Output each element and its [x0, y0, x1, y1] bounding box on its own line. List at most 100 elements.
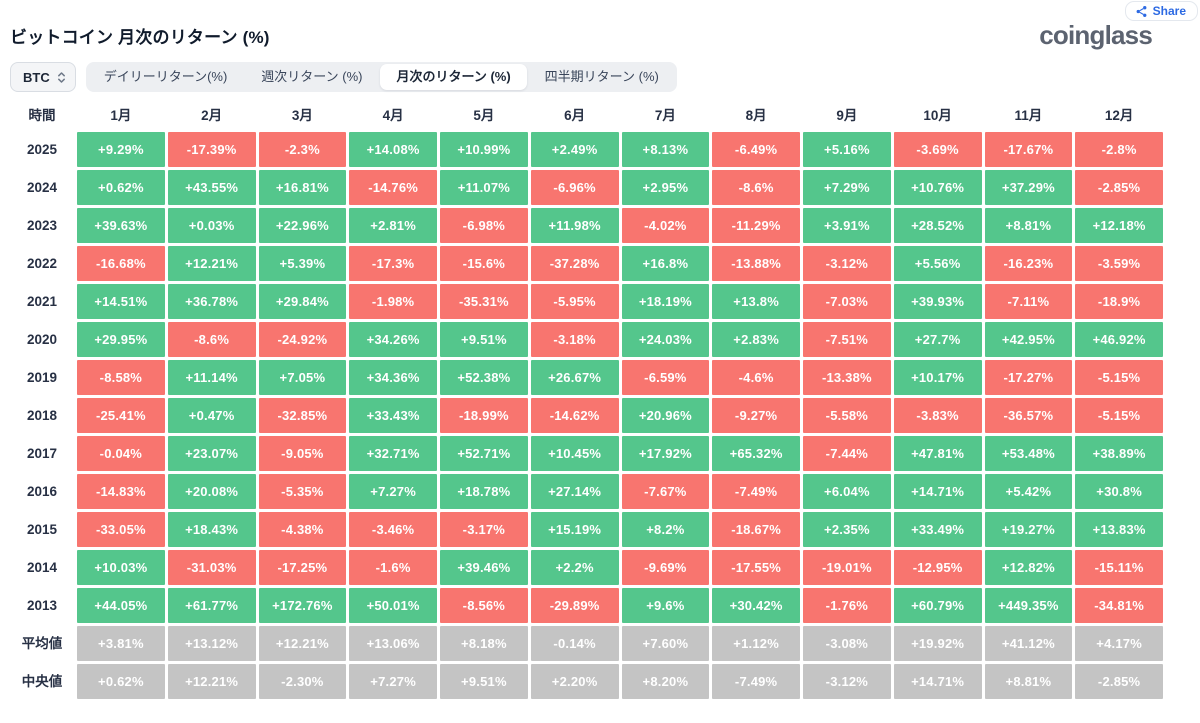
return-cell: +17.92%: [621, 436, 710, 471]
return-cell: -15.11%: [1075, 550, 1163, 585]
return-cell: -5.95%: [530, 284, 619, 319]
tab-daily[interactable]: デイリーリターン(%): [88, 64, 244, 90]
return-cell: -24.92%: [258, 322, 347, 357]
return-cell: +9.51%: [440, 322, 528, 357]
return-cell: +18.19%: [621, 284, 710, 319]
return-cell: -7.03%: [803, 284, 891, 319]
return-cell: -2.85%: [1075, 170, 1163, 205]
return-cell: +0.47%: [167, 398, 256, 433]
row-label-2019: 2019: [26, 370, 58, 385]
col-header-month: 6月: [564, 108, 586, 123]
return-cell: -5.58%: [803, 398, 891, 433]
return-cell: -14.62%: [530, 398, 619, 433]
col-header-month: 7月: [654, 108, 676, 123]
share-button[interactable]: Share: [1124, 1, 1198, 21]
return-cell: +2.81%: [349, 208, 437, 243]
return-cell: +8.81%: [984, 208, 1073, 243]
row-label-2023: 2023: [26, 218, 58, 233]
return-cell: +36.78%: [167, 284, 256, 319]
return-cell: -37.28%: [530, 246, 619, 281]
return-cell: -6.98%: [440, 208, 528, 243]
return-cell: -32.85%: [258, 398, 347, 433]
return-cell: +5.42%: [984, 474, 1073, 509]
return-cell: +13.12%: [167, 626, 256, 661]
return-cell: +52.38%: [440, 360, 528, 395]
return-cell: +13.8%: [712, 284, 800, 319]
return-cell: +47.81%: [893, 436, 982, 471]
return-cell: -4.6%: [712, 360, 800, 395]
tab-quarterly[interactable]: 四半期リターン (%): [529, 64, 675, 90]
return-cell: -8.56%: [440, 588, 528, 623]
return-cell: +7.60%: [621, 626, 710, 661]
return-cell: +20.96%: [621, 398, 710, 433]
return-cell: -3.69%: [893, 132, 982, 167]
return-cell: +9.51%: [440, 664, 528, 699]
row-label-2014: 2014: [26, 560, 58, 575]
return-cell: +30.42%: [712, 588, 800, 623]
return-cell: -17.27%: [984, 360, 1073, 395]
return-cell: +12.82%: [984, 550, 1073, 585]
return-cell: +3.81%: [77, 626, 165, 661]
return-cell: +8.81%: [984, 664, 1073, 699]
return-cell: +46.92%: [1075, 322, 1163, 357]
coin-select[interactable]: BTC: [10, 62, 76, 92]
return-cell: -3.59%: [1075, 246, 1163, 281]
return-cell: +50.01%: [349, 588, 437, 623]
return-cell: +18.43%: [167, 512, 256, 547]
return-cell: -16.68%: [77, 246, 165, 281]
return-cell: +7.27%: [349, 664, 437, 699]
return-cell: +19.92%: [893, 626, 982, 661]
row-label-2013: 2013: [26, 598, 58, 613]
col-header-month: 5月: [473, 108, 495, 123]
return-cell: +28.52%: [893, 208, 982, 243]
return-cell: +12.21%: [167, 246, 256, 281]
return-cell: +14.08%: [349, 132, 437, 167]
return-cell: +19.27%: [984, 512, 1073, 547]
col-header-month: 12月: [1104, 108, 1134, 123]
return-cell: -9.69%: [621, 550, 710, 585]
return-cell: +2.20%: [530, 664, 619, 699]
return-cell: -7.49%: [712, 664, 800, 699]
coin-select-value: BTC: [23, 69, 50, 85]
return-cell: +6.04%: [803, 474, 891, 509]
return-cell: +172.76%: [258, 588, 347, 623]
return-cell: -17.25%: [258, 550, 347, 585]
return-cell: -1.76%: [803, 588, 891, 623]
row-label-2015: 2015: [26, 522, 58, 537]
return-cell: +0.62%: [77, 664, 165, 699]
return-cell: +33.43%: [349, 398, 437, 433]
tab-monthly[interactable]: 月次のリターン (%): [380, 64, 527, 90]
return-cell: -6.49%: [712, 132, 800, 167]
return-cell: +39.93%: [893, 284, 982, 319]
return-cell: +2.49%: [530, 132, 619, 167]
return-cell: -1.6%: [349, 550, 437, 585]
return-cell: -3.18%: [530, 322, 619, 357]
return-cell: +4.17%: [1075, 626, 1163, 661]
monthly-returns-table: 時間 1月 2月 3月 4月 5月 6月 7月 8月 9月 10月 11月 12月 2025 +9.29% -…: [10, 102, 1163, 699]
return-cell: +8.18%: [440, 626, 528, 661]
controls-bar: BTC デイリーリターン(%) 週次リターン (%) 月次のリターン (%) 四半期リ…: [10, 62, 1200, 92]
return-cell: -18.9%: [1075, 284, 1163, 319]
return-cell: -19.01%: [803, 550, 891, 585]
tab-weekly[interactable]: 週次リターン (%): [245, 64, 378, 90]
return-cell: -3.12%: [803, 246, 891, 281]
return-cell: -3.12%: [803, 664, 891, 699]
return-cell: -5.15%: [1075, 398, 1163, 433]
return-cell: -7.44%: [803, 436, 891, 471]
return-cell: +65.32%: [712, 436, 800, 471]
return-cell: -2.85%: [1075, 664, 1163, 699]
return-cell: +52.71%: [440, 436, 528, 471]
return-cell: +32.71%: [349, 436, 437, 471]
return-cell: +2.83%: [712, 322, 800, 357]
return-cell: +38.89%: [1075, 436, 1163, 471]
topbar: ビットコイン 月次のリターン (%) coinglass: [0, 0, 1200, 48]
return-cell: -12.95%: [893, 550, 982, 585]
return-cell: -6.59%: [621, 360, 710, 395]
col-header-month: 2月: [201, 108, 223, 123]
share-icon: [1135, 5, 1148, 18]
return-cell: -18.67%: [712, 512, 800, 547]
return-cell: +7.29%: [803, 170, 891, 205]
return-cell: +13.06%: [349, 626, 437, 661]
return-cell: +18.78%: [440, 474, 528, 509]
return-cell: -15.6%: [440, 246, 528, 281]
